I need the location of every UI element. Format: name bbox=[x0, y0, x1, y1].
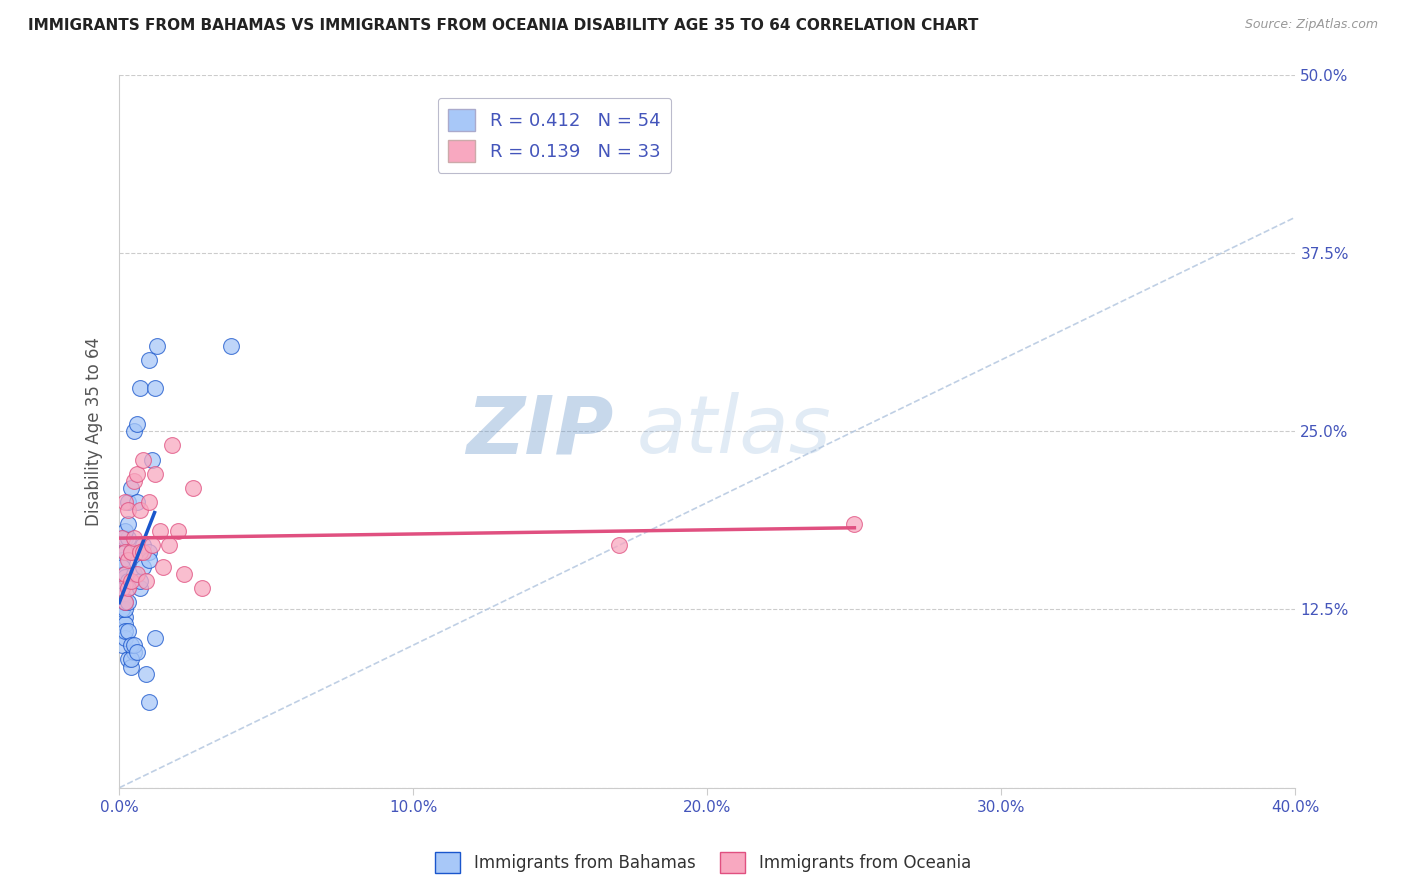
Point bbox=[114, 495, 136, 509]
Point bbox=[157, 538, 180, 552]
Point bbox=[114, 566, 136, 581]
Point bbox=[844, 516, 866, 531]
Legend: Immigrants from Bahamas, Immigrants from Oceania: Immigrants from Bahamas, Immigrants from… bbox=[429, 846, 977, 880]
Point bbox=[114, 631, 136, 645]
Point bbox=[117, 595, 139, 609]
Point bbox=[114, 624, 136, 638]
Point bbox=[114, 545, 136, 559]
Text: ZIP: ZIP bbox=[465, 392, 613, 470]
Point bbox=[219, 338, 242, 352]
Point bbox=[117, 624, 139, 638]
Point bbox=[607, 538, 630, 552]
Point bbox=[120, 638, 142, 652]
Point bbox=[143, 381, 166, 395]
Point bbox=[122, 474, 145, 488]
Point bbox=[111, 574, 134, 588]
Point bbox=[173, 566, 195, 581]
Point bbox=[111, 588, 134, 602]
Point bbox=[125, 645, 148, 659]
Point bbox=[135, 666, 157, 681]
Point bbox=[141, 452, 163, 467]
Point bbox=[128, 581, 150, 595]
Point bbox=[149, 524, 172, 538]
Point bbox=[117, 502, 139, 516]
Point bbox=[125, 467, 148, 481]
Point bbox=[114, 566, 136, 581]
Point bbox=[143, 467, 166, 481]
Point bbox=[111, 531, 134, 545]
Point bbox=[114, 602, 136, 616]
Legend: R = 0.412   N = 54, R = 0.139   N = 33: R = 0.412 N = 54, R = 0.139 N = 33 bbox=[437, 98, 672, 172]
Point bbox=[114, 531, 136, 545]
Point bbox=[117, 531, 139, 545]
Point bbox=[128, 574, 150, 588]
Point bbox=[152, 559, 174, 574]
Point bbox=[138, 495, 160, 509]
Point bbox=[111, 559, 134, 574]
Point bbox=[125, 566, 148, 581]
Point bbox=[120, 545, 142, 559]
Point bbox=[141, 538, 163, 552]
Point bbox=[138, 545, 160, 559]
Point bbox=[117, 552, 139, 566]
Point bbox=[125, 417, 148, 431]
Point bbox=[114, 569, 136, 583]
Point bbox=[120, 659, 142, 673]
Point bbox=[114, 595, 136, 609]
Point bbox=[111, 602, 134, 616]
Point bbox=[138, 352, 160, 367]
Point bbox=[117, 516, 139, 531]
Point bbox=[160, 438, 183, 452]
Y-axis label: Disability Age 35 to 64: Disability Age 35 to 64 bbox=[86, 336, 103, 525]
Point bbox=[181, 481, 204, 495]
Point bbox=[120, 481, 142, 495]
Point bbox=[143, 631, 166, 645]
Point bbox=[120, 545, 142, 559]
Point bbox=[117, 581, 139, 595]
Point bbox=[117, 581, 139, 595]
Point bbox=[132, 538, 155, 552]
Point bbox=[117, 574, 139, 588]
Point bbox=[120, 652, 142, 666]
Point bbox=[167, 524, 190, 538]
Point bbox=[190, 581, 212, 595]
Point bbox=[114, 609, 136, 624]
Text: atlas: atlas bbox=[637, 392, 831, 470]
Point bbox=[132, 559, 155, 574]
Point bbox=[135, 574, 157, 588]
Point bbox=[114, 524, 136, 538]
Point bbox=[114, 616, 136, 631]
Point bbox=[146, 338, 169, 352]
Point bbox=[122, 531, 145, 545]
Point bbox=[117, 652, 139, 666]
Point bbox=[132, 452, 155, 467]
Point bbox=[122, 424, 145, 438]
Text: Source: ZipAtlas.com: Source: ZipAtlas.com bbox=[1244, 18, 1378, 31]
Point bbox=[138, 552, 160, 566]
Point bbox=[122, 638, 145, 652]
Point bbox=[111, 581, 134, 595]
Point bbox=[117, 495, 139, 509]
Point bbox=[128, 502, 150, 516]
Point bbox=[111, 552, 134, 566]
Point bbox=[128, 545, 150, 559]
Point bbox=[128, 381, 150, 395]
Point bbox=[120, 574, 142, 588]
Point bbox=[138, 695, 160, 709]
Point bbox=[114, 595, 136, 609]
Point bbox=[122, 645, 145, 659]
Point bbox=[122, 566, 145, 581]
Text: IMMIGRANTS FROM BAHAMAS VS IMMIGRANTS FROM OCEANIA DISABILITY AGE 35 TO 64 CORRE: IMMIGRANTS FROM BAHAMAS VS IMMIGRANTS FR… bbox=[28, 18, 979, 33]
Point bbox=[125, 495, 148, 509]
Point bbox=[111, 638, 134, 652]
Point bbox=[114, 545, 136, 559]
Point bbox=[114, 595, 136, 609]
Point bbox=[111, 531, 134, 545]
Point bbox=[132, 545, 155, 559]
